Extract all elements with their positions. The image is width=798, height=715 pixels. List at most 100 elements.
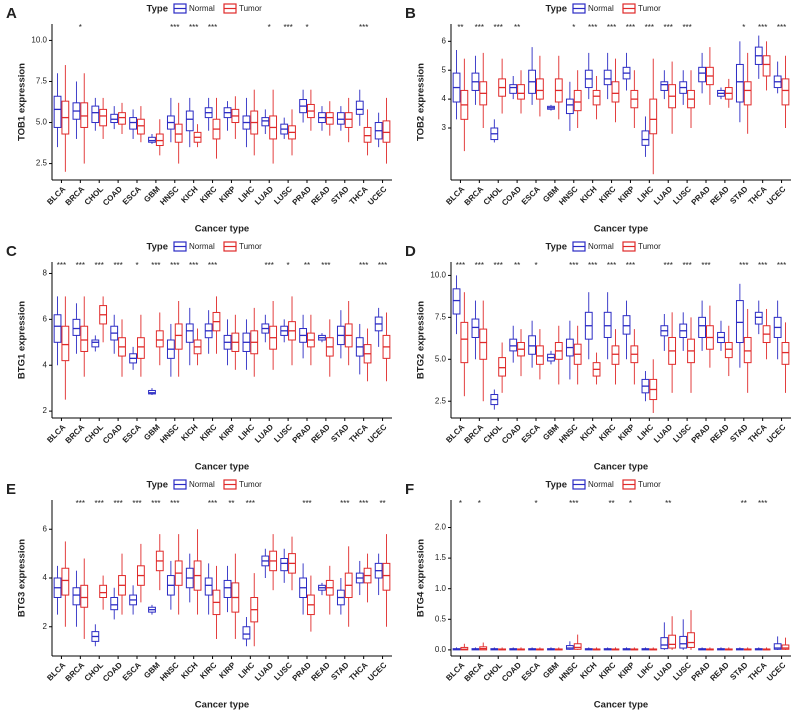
significance-label: ***	[456, 261, 465, 270]
x-tick-label: COAD	[101, 184, 124, 207]
y-tick-label: 10.0	[430, 271, 446, 280]
significance-label: ***	[340, 499, 349, 508]
significance-label: **	[514, 23, 520, 32]
x-tick-label: ESCA	[121, 184, 143, 206]
y-tick-label: 4	[442, 94, 447, 103]
box-body	[781, 78, 790, 106]
significance-label: *	[305, 23, 308, 32]
x-tick-label: CHOL	[482, 184, 504, 206]
significance-label: ***	[645, 23, 654, 32]
significance-label: ***	[588, 261, 597, 270]
significance-label: *	[459, 499, 462, 508]
y-tick-label: 1.5	[435, 553, 447, 562]
significance-label: ***	[739, 261, 748, 270]
panel-label: F	[405, 481, 414, 498]
x-tick-label: BRCA	[64, 184, 87, 207]
x-tick-label: KIRP	[616, 422, 636, 442]
legend: Type Normal Tumor	[147, 3, 262, 15]
significance-label: ***	[208, 23, 217, 32]
box-body	[528, 335, 536, 355]
x-axis-title: Cancer type	[195, 700, 249, 711]
legend-label: Normal	[588, 480, 614, 489]
y-axis-title: BTG3 expression	[17, 539, 28, 617]
x-tick-label: LUSC	[671, 422, 693, 444]
box-body	[479, 328, 488, 360]
significance-label: ***	[359, 261, 368, 270]
box-body	[148, 136, 156, 143]
significance-label: ***	[777, 23, 786, 32]
y-tick-label: 5.0	[435, 354, 447, 363]
box-body	[649, 98, 658, 135]
significance-label: ***	[359, 499, 368, 508]
x-tick-label: KIRP	[616, 184, 636, 204]
box-body	[72, 318, 81, 336]
box-body	[223, 579, 232, 598]
x-tick-label: STAD	[728, 422, 750, 444]
x-tick-label: STAD	[728, 660, 750, 682]
y-tick-label: 8	[43, 269, 48, 278]
x-tick-label: KICH	[578, 422, 598, 442]
box-body	[603, 311, 612, 338]
box-body	[743, 336, 752, 364]
significance-label: ***	[302, 499, 311, 508]
legend-title: Type	[147, 480, 168, 491]
legend: Type Normal Tumor	[147, 241, 262, 253]
significance-label: ***	[95, 261, 104, 270]
x-tick-label: LUAD	[253, 422, 275, 444]
box-body	[53, 314, 62, 343]
box-body	[137, 337, 145, 359]
panel: B Type Normal Tumor 3 4 5 6 TOB2 expression Cance…	[405, 3, 791, 235]
x-tick-label: LUAD	[253, 660, 275, 682]
box-body	[536, 78, 544, 100]
y-tick-label: 6	[442, 36, 447, 45]
box-body	[382, 120, 391, 143]
x-tick-label: KIRP	[217, 184, 237, 204]
x-tick-label: KIRC	[597, 660, 617, 680]
box-body	[355, 100, 364, 115]
significance-label: ***	[189, 261, 198, 270]
significance-label: ***	[777, 261, 786, 270]
box-body	[622, 315, 631, 335]
legend-label: Tumor	[239, 480, 262, 489]
significance-label: ***	[76, 499, 85, 508]
panel-label: E	[6, 481, 16, 498]
x-tick-label: READ	[309, 184, 332, 207]
y-tick-label: 2.5	[435, 396, 447, 405]
significance-label: **	[228, 499, 234, 508]
significance-label: ***	[95, 499, 104, 508]
box-body	[603, 69, 612, 86]
box-body	[137, 118, 145, 135]
box-body	[363, 126, 372, 143]
significance-label: ***	[76, 261, 85, 270]
x-tick-label: COAD	[101, 422, 124, 445]
x-tick-label: HNSC	[158, 422, 181, 445]
x-tick-label: HNSC	[557, 660, 580, 683]
box-body	[735, 300, 744, 344]
significance-label: ***	[664, 23, 673, 32]
significance-label: ***	[475, 23, 484, 32]
significance-label: ***	[664, 261, 673, 270]
x-tick-label: PRAD	[291, 184, 314, 207]
panel-label: D	[405, 243, 416, 260]
x-axis-title: Cancer type	[195, 462, 249, 473]
legend: Type Normal Tumor	[546, 3, 661, 15]
significance-label: ***	[569, 261, 578, 270]
box-body	[460, 321, 469, 364]
x-tick-label: PRAD	[690, 422, 713, 445]
x-axis-title: Cancer type	[594, 224, 648, 235]
x-tick-label: LUSC	[671, 660, 693, 682]
legend-label: Tumor	[638, 480, 661, 489]
significance-label: ***	[170, 499, 179, 508]
x-tick-label: PRAD	[690, 660, 713, 683]
box-body	[498, 357, 507, 377]
box-body	[517, 84, 525, 100]
significance-label: ***	[378, 261, 387, 270]
x-tick-label: KIRP	[616, 660, 636, 680]
box-body	[325, 112, 334, 125]
significance-label: ***	[758, 23, 767, 32]
x-tick-label: KICH	[578, 184, 598, 204]
significance-label: ***	[569, 499, 578, 508]
box-body	[110, 597, 119, 611]
legend-title: Type	[147, 4, 168, 15]
x-tick-label: BLCA	[444, 660, 466, 682]
